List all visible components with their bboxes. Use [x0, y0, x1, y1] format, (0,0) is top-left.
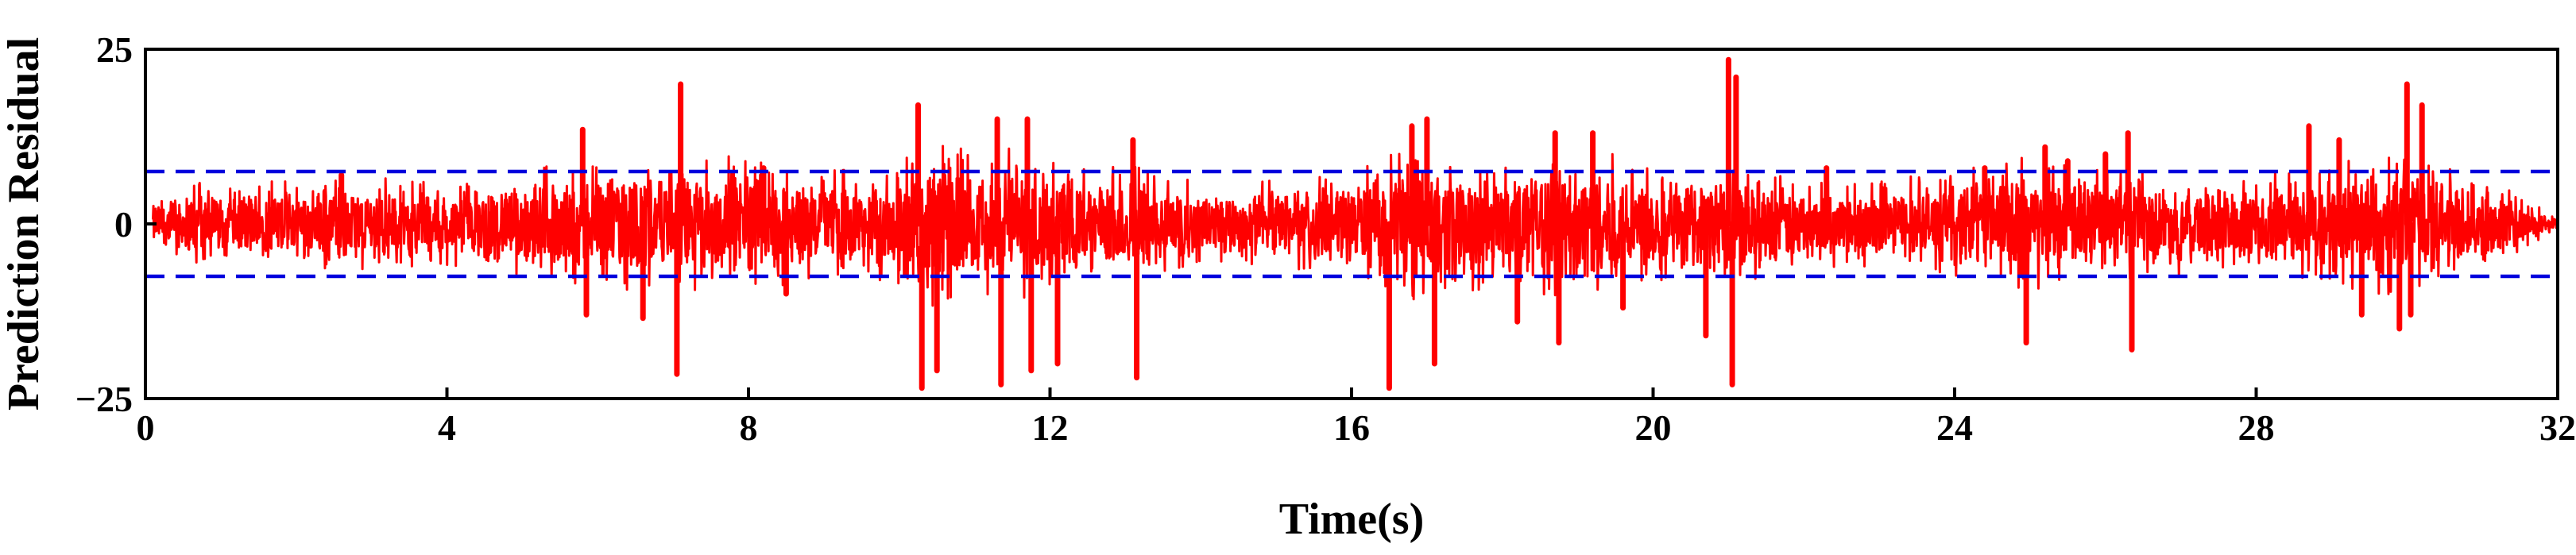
- x-tick-label: 20: [1635, 407, 1672, 448]
- y-tick-label: 25: [96, 29, 133, 70]
- y-tick-label: −25: [75, 379, 133, 419]
- x-tick-label: 0: [137, 407, 155, 448]
- x-tick-label: 28: [2238, 407, 2275, 448]
- x-tick-label: 4: [438, 407, 456, 448]
- x-tick-label: 16: [1333, 407, 1370, 448]
- x-tick-label: 32: [2539, 407, 2576, 448]
- y-axis-title: Prediction Residual: [0, 37, 48, 410]
- x-tick-label: 12: [1032, 407, 1069, 448]
- x-tick-label: 24: [1936, 407, 1973, 448]
- x-tick-label: 8: [740, 407, 758, 448]
- y-tick-label: 0: [114, 204, 133, 245]
- x-axis-title: Time(s): [1279, 495, 1425, 544]
- chart-data-layer: [145, 56, 2559, 391]
- residual-line: [152, 145, 2559, 307]
